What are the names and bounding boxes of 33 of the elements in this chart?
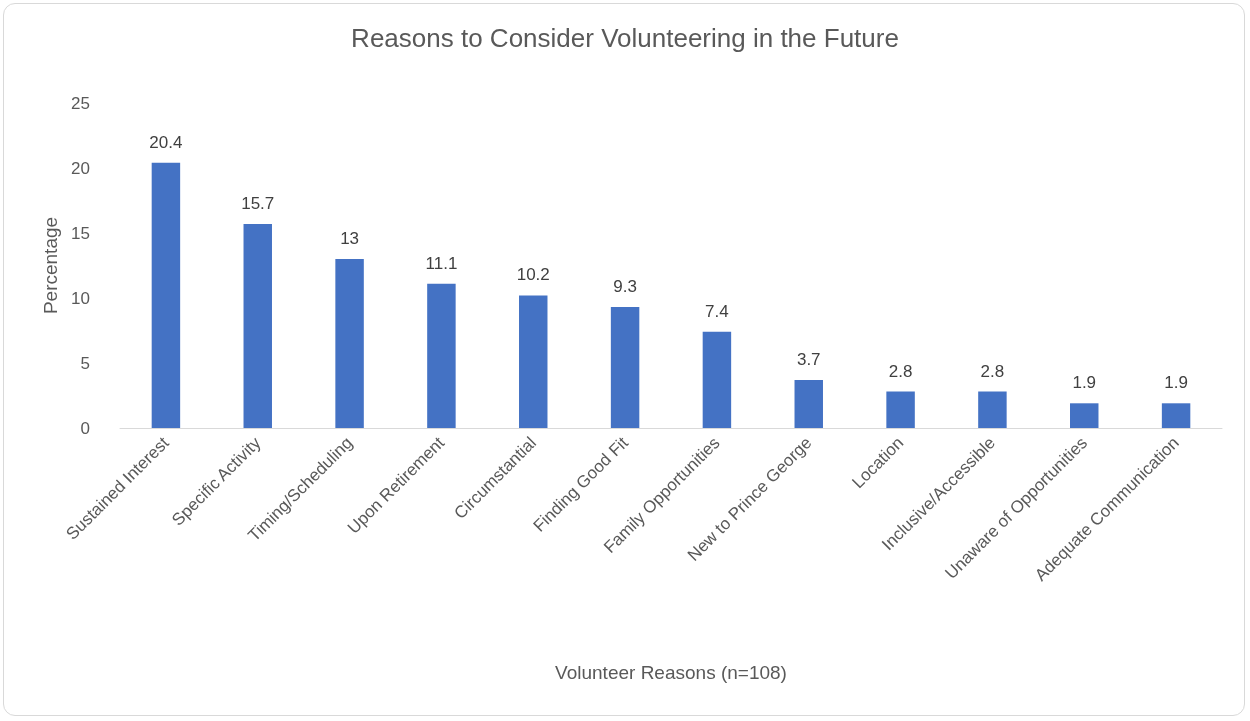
bar bbox=[794, 379, 823, 428]
y-axis-title: Percentage bbox=[40, 216, 62, 315]
x-axis-title: Volunteer Reasons (n=108) bbox=[555, 662, 787, 683]
bar bbox=[978, 391, 1007, 428]
y-tick-label: 20 bbox=[71, 158, 90, 178]
bar bbox=[702, 331, 732, 428]
bar bbox=[427, 283, 456, 428]
bar bbox=[1070, 403, 1099, 428]
y-tick-label: 10 bbox=[71, 288, 90, 308]
chart-title: Reasons to Consider Volunteering in the Future bbox=[351, 23, 899, 53]
bar bbox=[243, 223, 272, 428]
bar bbox=[151, 162, 181, 428]
y-tick-label: 5 bbox=[80, 353, 90, 373]
data-label: 3.7 bbox=[796, 349, 821, 369]
data-label: 2.8 bbox=[888, 361, 913, 381]
data-label: 2.8 bbox=[980, 361, 1005, 381]
bar bbox=[610, 307, 640, 428]
bar bbox=[886, 391, 915, 428]
bar bbox=[1161, 403, 1191, 428]
y-tick-label: 0 bbox=[80, 418, 90, 438]
data-label: 11.1 bbox=[425, 253, 458, 273]
y-tick-label: 15 bbox=[71, 223, 90, 243]
data-label: 15.7 bbox=[241, 193, 275, 213]
data-label: 20.4 bbox=[149, 132, 183, 152]
data-label: 13 bbox=[340, 229, 360, 248]
data-label: 9.3 bbox=[613, 277, 637, 297]
bar bbox=[335, 259, 364, 428]
data-label: 1.9 bbox=[1164, 373, 1188, 393]
data-label: 10.2 bbox=[516, 265, 550, 285]
y-tick-label: 25 bbox=[71, 93, 90, 113]
bar bbox=[519, 295, 548, 428]
data-label: 7.4 bbox=[705, 301, 729, 321]
data-label: 1.9 bbox=[1072, 373, 1097, 393]
